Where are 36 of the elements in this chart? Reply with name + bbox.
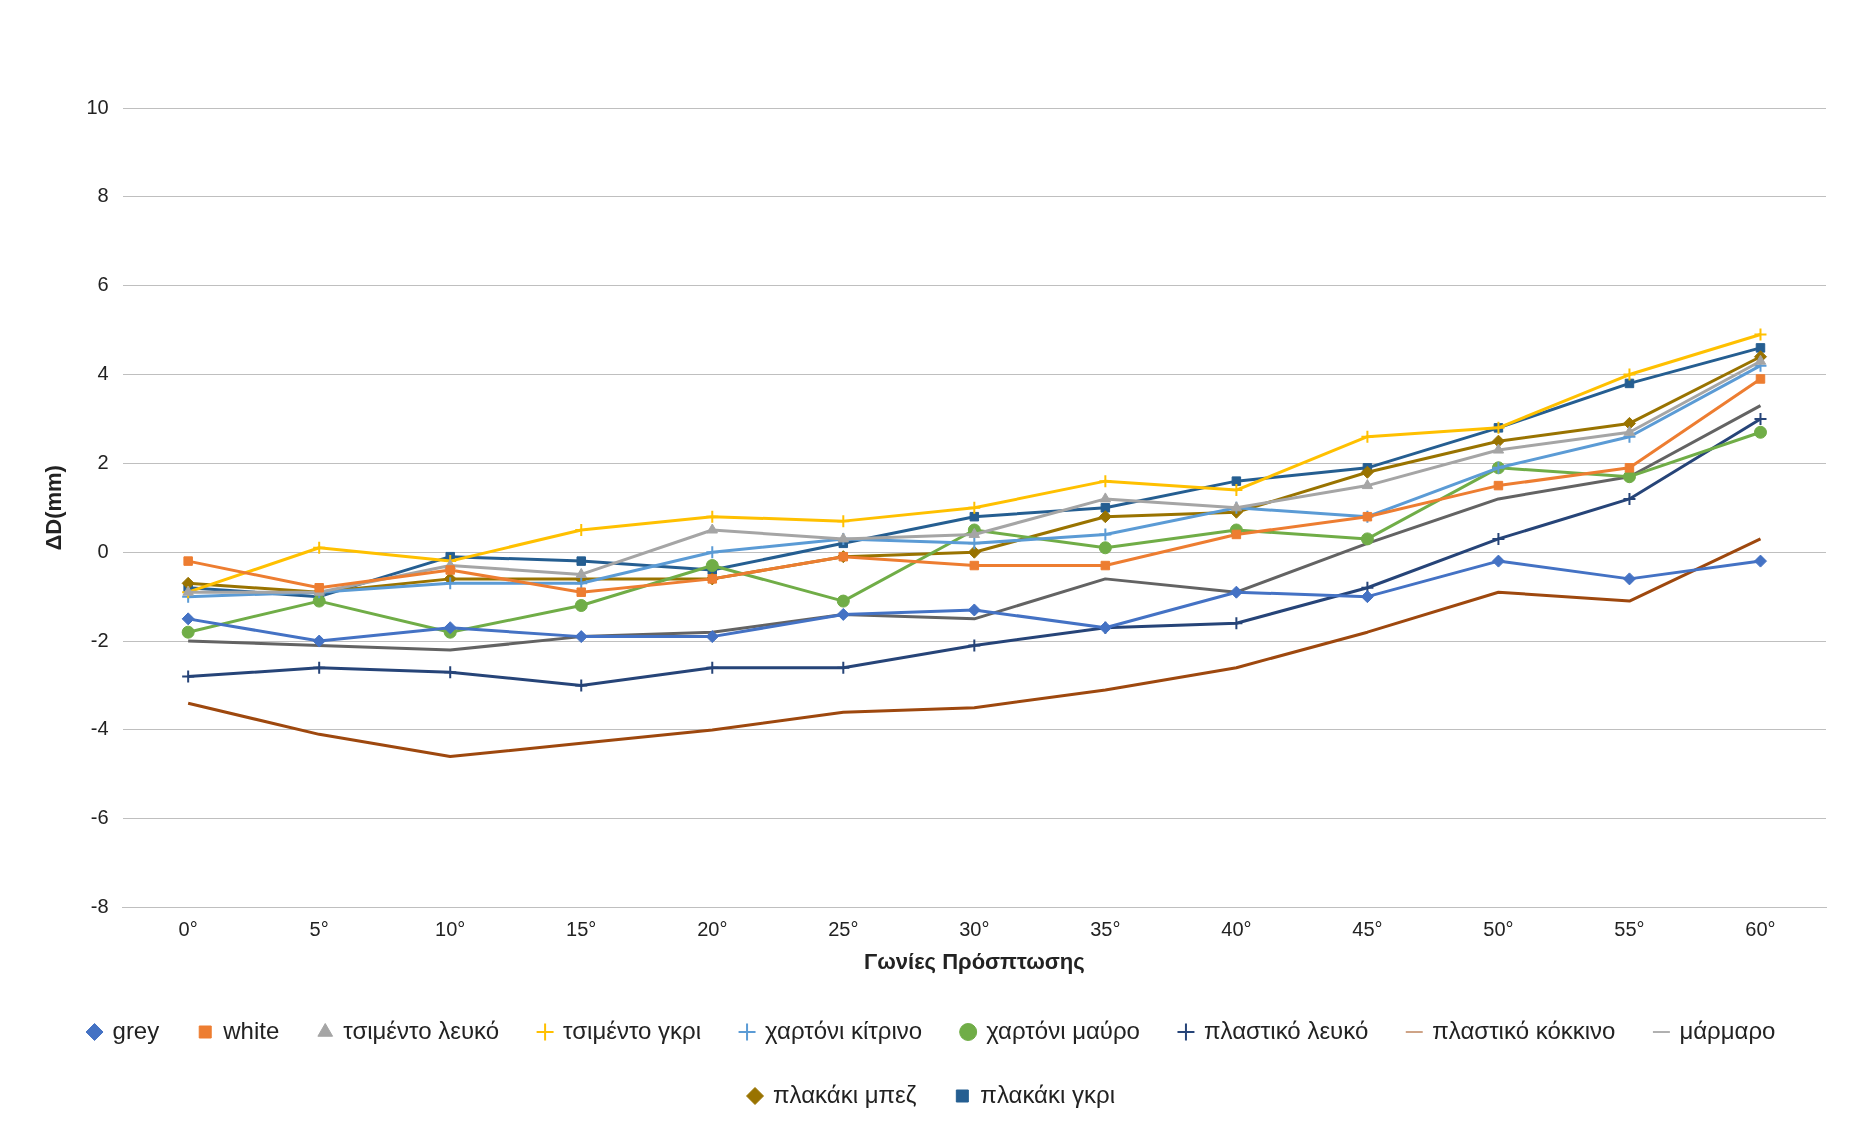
x-tick-label: 55° [1614,918,1645,941]
legend-label: grey [112,1016,160,1044]
y-tick-label: -6 [90,806,109,829]
y-tick-label: 8 [97,184,109,207]
legend-label: χαρτόνι κίτρινο [765,1016,923,1044]
x-tick-label: 15° [566,918,597,941]
legend-label: πλαστικό κόκκινο [1432,1016,1616,1044]
legend-label: χαρτόνι μαύρο [986,1016,1140,1044]
y-tick-label: 4 [97,362,109,385]
x-tick-label: 0° [178,918,198,941]
x-tick-label: 25° [828,918,859,941]
x-tick-label: 5° [309,918,329,941]
legend-label: white [222,1016,280,1044]
x-tick-label: 60° [1745,918,1776,941]
legend-label: τσιμέντο γκρι [563,1016,702,1044]
x-tick-label: 10° [435,918,466,941]
x-axis-title: Γωνίες Πρόσπτωσης [863,948,1085,974]
x-tick-label: 40° [1221,918,1252,941]
legend-label: πλακάκι γκρι [980,1080,1115,1108]
legend-label: πλαστικό λευκό [1203,1016,1369,1044]
legend-label: μάρμαρο [1679,1016,1776,1044]
x-tick-label: 35° [1090,918,1121,941]
x-tick-label: 20° [697,918,728,941]
y-tick-label: 0 [97,539,109,562]
y-tick-label: -2 [90,628,109,651]
y-tick-label: 10 [86,95,109,118]
y-tick-label: -8 [90,895,109,918]
y-tick-label: 2 [97,450,109,473]
legend-label: τσιμέντο λευκό [343,1016,500,1044]
x-tick-label: 50° [1483,918,1514,941]
y-axis-title: ΔD(mm) [41,465,67,551]
x-tick-label: 45° [1352,918,1383,941]
y-tick-label: 6 [97,273,109,296]
x-tick-label: 30° [959,918,990,941]
legend-label: πλακάκι μπεζ [773,1080,917,1108]
y-tick-label: -4 [90,717,109,740]
